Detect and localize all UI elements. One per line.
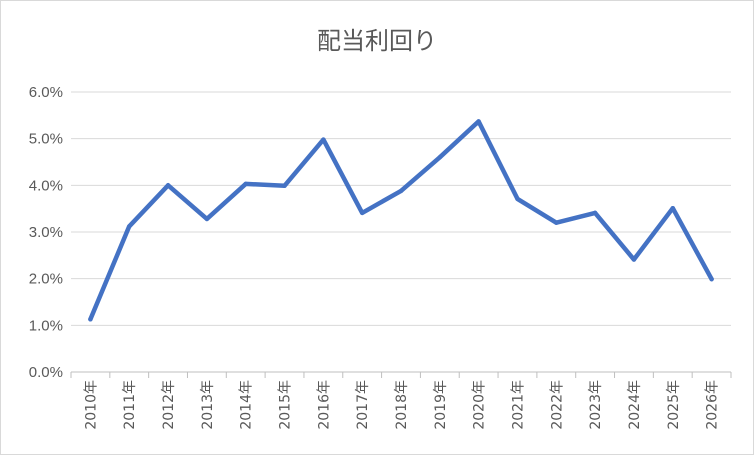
x-tick-label: 2014年 [239,380,255,430]
x-tick-label: 2012年 [161,380,177,430]
x-tick-label: 2022年 [549,380,565,430]
y-tick-label: 2.0% [29,271,63,288]
x-tick-label: 2019年 [433,380,449,430]
data-point [554,220,559,225]
x-tick-label: 2018年 [394,380,410,430]
y-tick-label: 4.0% [29,177,63,194]
data-point [243,181,248,187]
y-tick-label: 0.0% [29,364,63,381]
data-point [592,210,598,216]
series [88,119,714,322]
data-point [359,210,365,216]
y-tick-label: 6.0% [29,84,63,101]
y-tick-label: 5.0% [29,131,63,148]
data-point [88,317,93,322]
gridlines [71,91,731,326]
data-point [476,119,481,124]
x-tick-label: 2011年 [122,380,138,430]
data-point [204,216,210,222]
data-point [670,206,675,211]
data-point [709,276,714,282]
data-point [127,224,132,229]
x-tick-label: 2015年 [278,380,294,430]
data-point [631,257,637,262]
y-axis-labels: 0.0% 1.0% 2.0% 3.0% 4.0% 5.0% 6.0% [29,84,63,381]
chart-title: 配当利回り [317,27,437,55]
x-tick-label: 2024年 [627,380,643,430]
data-point [321,137,326,142]
data-point [437,155,443,160]
x-tick-label: 2017年 [355,380,371,430]
data-point [515,196,520,202]
y-tick-label: 1.0% [29,317,63,334]
x-tick-label: 2013年 [200,380,216,430]
x-tick-label: 2023年 [588,380,604,430]
x-axis [70,371,732,378]
data-point [398,188,404,194]
y-tick-label: 3.0% [29,224,63,241]
series-line [88,119,714,322]
x-tick-label: 2020年 [472,380,488,430]
data-point [282,183,287,188]
x-tick-label: 2016年 [316,380,332,430]
data-point [165,183,171,188]
x-tick-label: 2021年 [510,380,526,430]
x-tick-label: 2026年 [705,380,721,430]
x-tick-label: 2010年 [83,380,99,430]
x-axis-labels: 2010年 2011年 2012年 2013年 2014年 2015年 2016年 2017年… [83,380,720,430]
x-tick-label: 2025年 [666,380,682,430]
